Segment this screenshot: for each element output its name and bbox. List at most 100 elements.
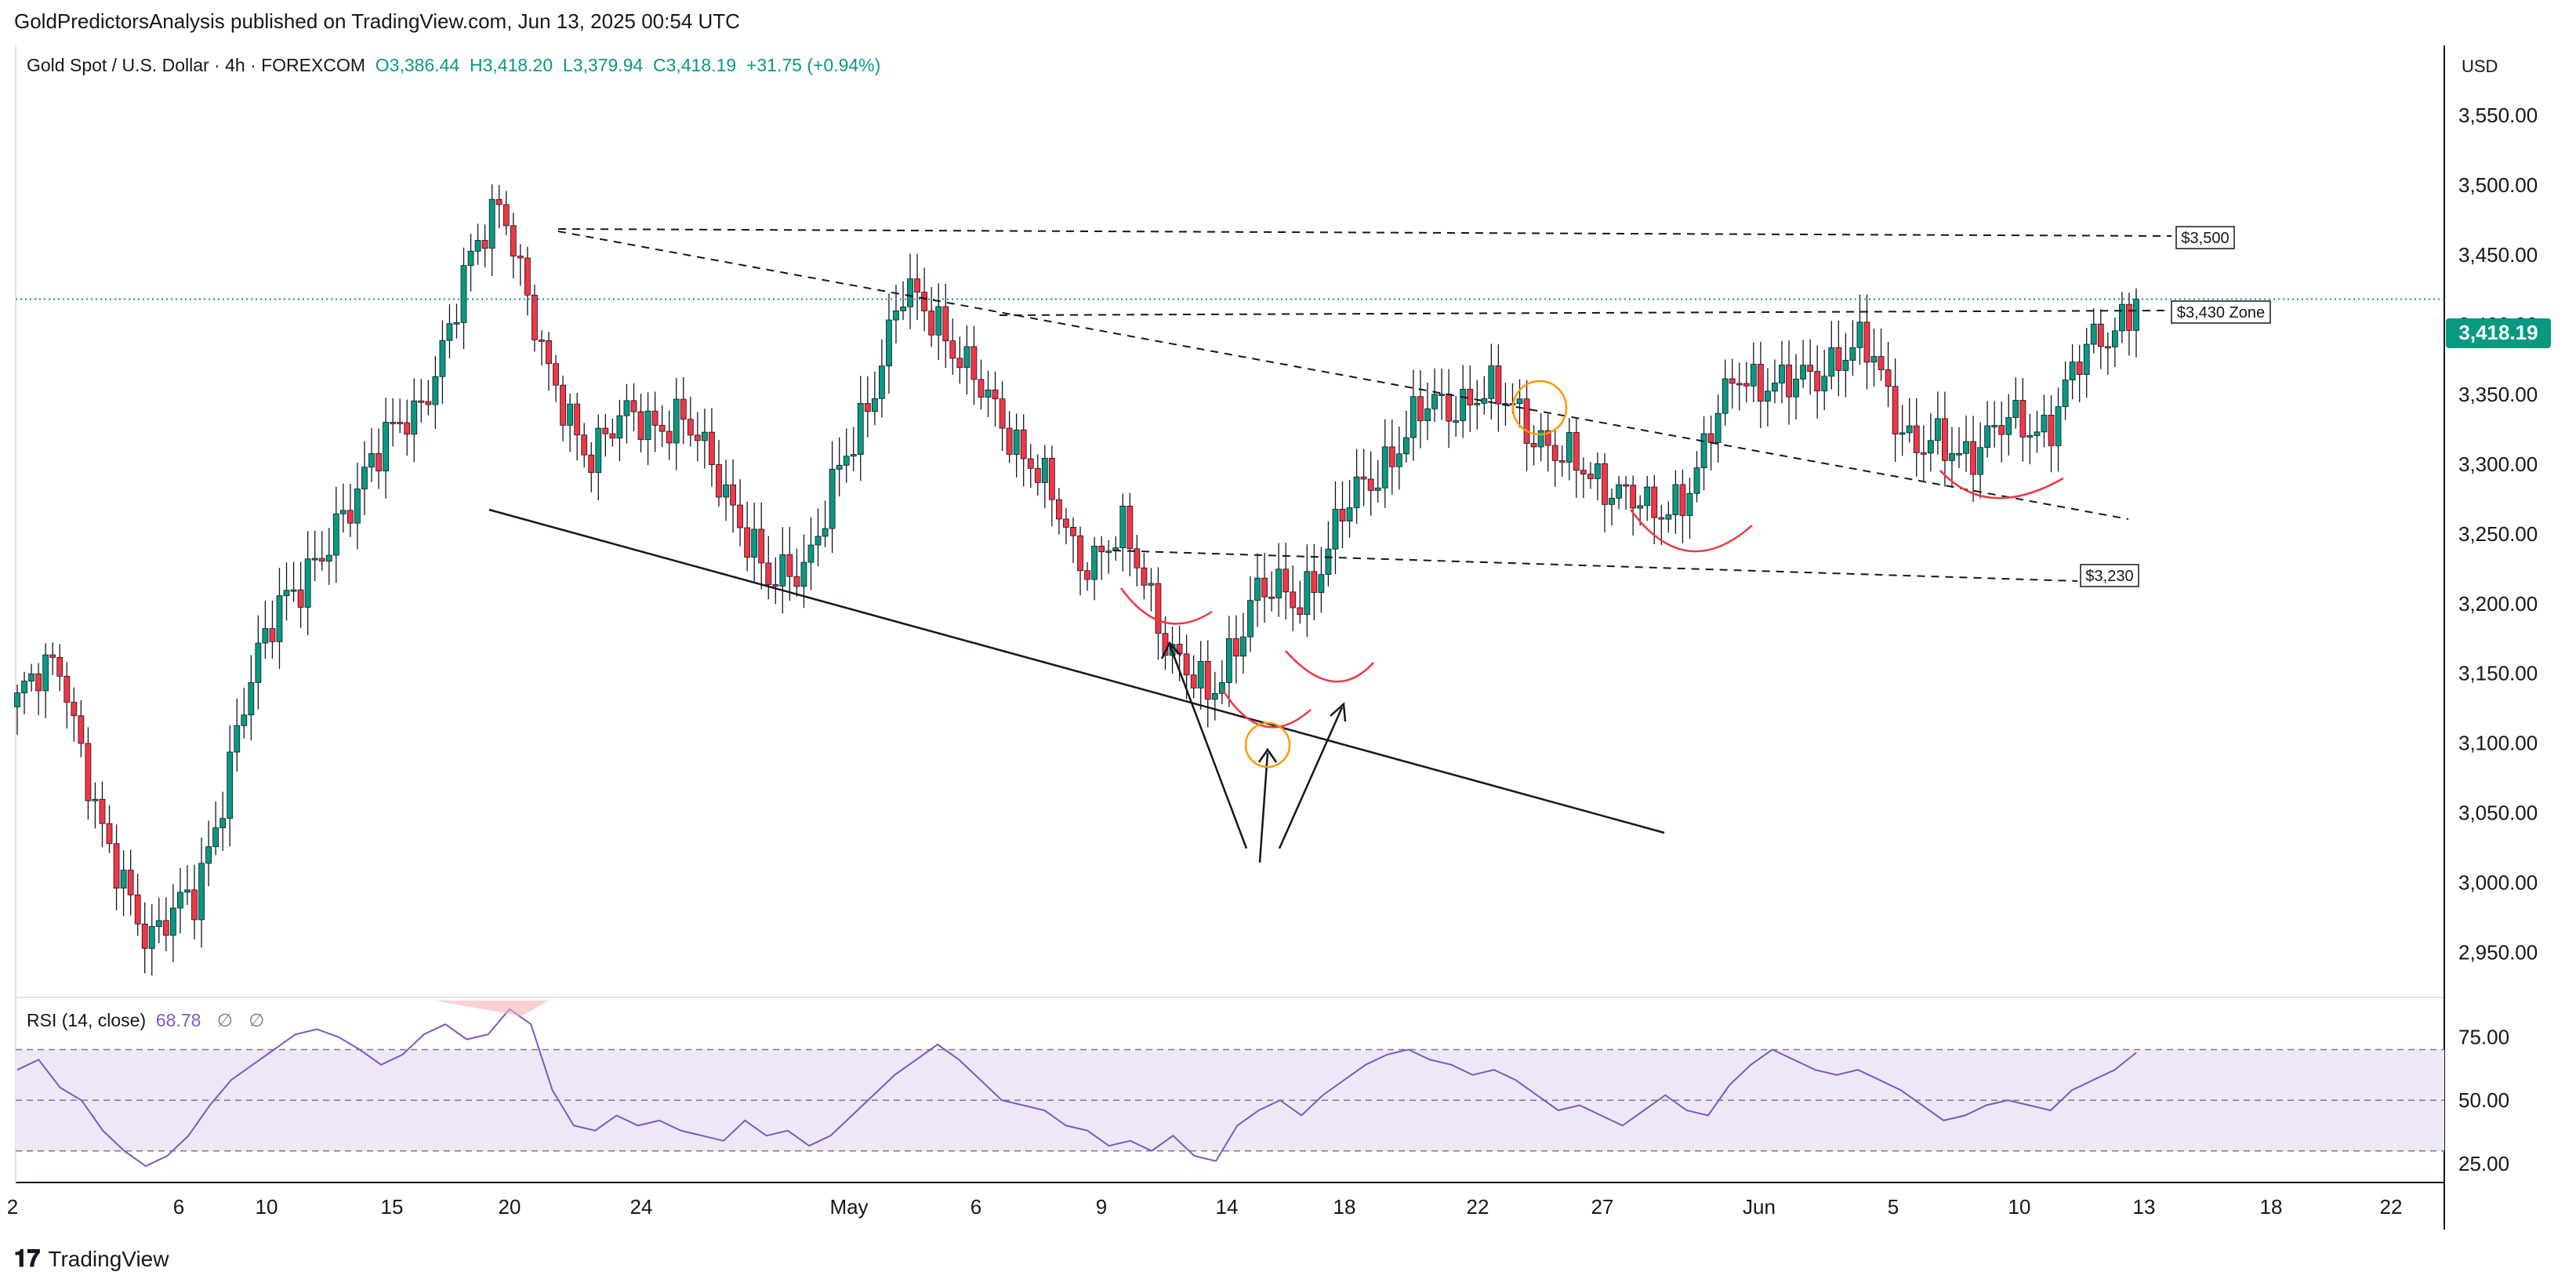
- candle-body: [1488, 365, 1495, 399]
- candle-body: [1275, 569, 1283, 598]
- rsi-name: RSI (14, close): [27, 1010, 147, 1030]
- candle-body: [227, 751, 234, 819]
- candle-body: [1148, 583, 1155, 586]
- candle-body: [807, 544, 815, 563]
- time-tick-label: Jun: [1743, 1195, 1776, 1219]
- rsi-line: [16, 1008, 2137, 1168]
- callout-3230: $3,230: [2085, 568, 2133, 585]
- candle-body: [1587, 474, 1594, 479]
- rsi-na-2: ∅: [249, 1010, 265, 1030]
- candle-body: [1332, 508, 1339, 550]
- candle-body: [1672, 484, 1679, 515]
- candle-body: [588, 454, 595, 473]
- candle-body: [1027, 458, 1034, 469]
- candle-body: [723, 484, 729, 498]
- candle-body: [439, 340, 446, 377]
- candle-body: [1268, 596, 1275, 599]
- candle-body: [453, 322, 460, 325]
- candle-body: [503, 204, 510, 227]
- candle-body: [1736, 383, 1743, 386]
- candle-body: [276, 595, 283, 642]
- candle-body: [1134, 548, 1141, 569]
- candle-body: [616, 415, 623, 439]
- candle-body: [963, 346, 971, 369]
- time-tick-label: 2: [7, 1195, 18, 1219]
- candle-body: [1020, 429, 1027, 460]
- candle-body: [283, 590, 290, 597]
- candle-body: [1616, 484, 1622, 499]
- price-tick-label: 3,300.00: [2458, 452, 2538, 476]
- candle-body: [1842, 360, 1849, 371]
- price-tick-label: 3,550.00: [2458, 104, 2538, 127]
- candle-body: [28, 673, 34, 681]
- candle-body: [474, 240, 481, 252]
- candle-body: [14, 692, 20, 707]
- candle-body: [985, 389, 992, 398]
- currency-label[interactable]: USD: [2462, 56, 2498, 76]
- candle-body: [1623, 484, 1630, 487]
- candle-body: [1637, 505, 1644, 509]
- candle-body: [651, 410, 659, 426]
- candle-body: [1388, 446, 1395, 467]
- candle-body: [212, 827, 220, 848]
- candle-body: [1374, 487, 1381, 491]
- candle-body: [886, 319, 892, 367]
- candle-body: [354, 489, 361, 524]
- candle-body: [1892, 386, 1899, 435]
- candle-body: [595, 427, 602, 473]
- candle-body: [1091, 546, 1098, 580]
- candle-body: [2041, 415, 2048, 433]
- candle-body: [1381, 446, 1388, 489]
- lower-wedge-line: [488, 508, 1665, 834]
- tradingview-logo[interactable]: 𝟏𝟕 TradingView: [14, 1245, 169, 1273]
- candle-body: [85, 743, 92, 801]
- time-tick-label: 6: [971, 1195, 981, 1219]
- candle-body: [1119, 505, 1127, 548]
- rsi-na-1: ∅: [216, 1010, 233, 1030]
- annotations: [435, 228, 2172, 1016]
- candle-body: [1786, 365, 1792, 398]
- candle-body: [1544, 430, 1551, 446]
- candle-body: [680, 398, 687, 420]
- candle-body: [1942, 418, 1948, 461]
- rsi-tick-label: 25.00: [2458, 1152, 2509, 1175]
- legend-open: O3,386.44: [375, 55, 460, 75]
- candle-body: [1856, 322, 1863, 348]
- candle-body: [850, 454, 857, 457]
- candle-body: [21, 681, 27, 694]
- last-price-tag: [2446, 318, 2551, 348]
- candle-body: [737, 504, 743, 529]
- candle-body: [2133, 299, 2139, 331]
- candle-body: [1920, 452, 1927, 455]
- candle-body: [709, 431, 715, 465]
- candle-body: [864, 403, 871, 412]
- time-tick-label: 6: [173, 1195, 184, 1219]
- candle-body: [623, 400, 630, 416]
- candle-body: [71, 702, 78, 717]
- candle-body: [1679, 484, 1686, 516]
- candle-body: [1793, 379, 1799, 398]
- candle-body: [481, 240, 488, 249]
- candle-body: [78, 715, 85, 744]
- candle-body: [56, 656, 63, 677]
- callout-3230-box: [2080, 564, 2139, 587]
- candle-body: [560, 384, 566, 426]
- candle-body: [1034, 467, 1041, 483]
- candle-body: [1779, 365, 1785, 383]
- candle-body: [687, 419, 694, 436]
- candle-body: [1956, 452, 1962, 456]
- candle-body: [1984, 425, 1991, 449]
- candle-body: [524, 257, 531, 296]
- candle-body: [2055, 406, 2062, 446]
- candle-body: [1495, 365, 1502, 405]
- price-tick-label: 3,150.00: [2458, 662, 2538, 685]
- candle-body: [1360, 476, 1367, 480]
- candle-body: [339, 510, 346, 514]
- candle-body: [1913, 425, 1920, 453]
- price-axis: 3,550.003,500.003,450.003,400.003,350.00…: [2458, 104, 2538, 964]
- descending-trendline: [557, 231, 2129, 520]
- candle-body: [857, 403, 864, 455]
- candle-body: [141, 923, 148, 949]
- candle-body: [772, 584, 779, 587]
